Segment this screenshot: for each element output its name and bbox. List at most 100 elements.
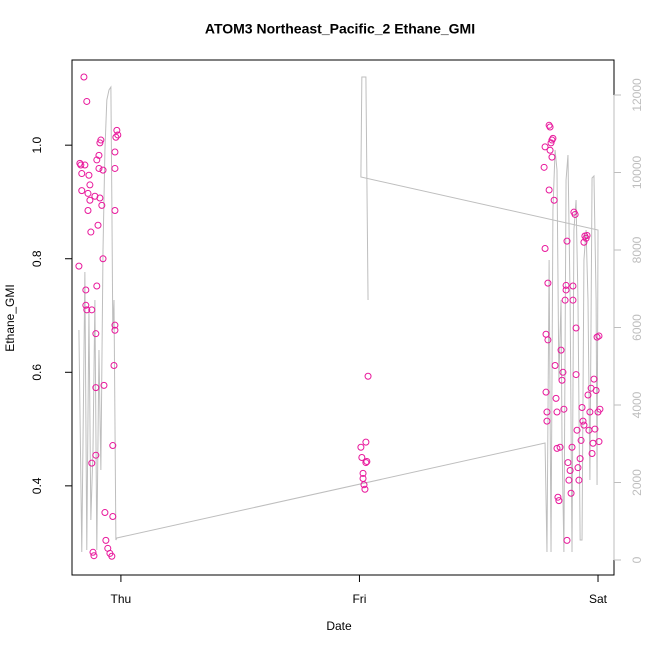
data-point	[589, 439, 597, 447]
data-point	[556, 443, 564, 451]
data-point	[543, 417, 551, 425]
chart-title: ATOM3 Northeast_Pacific_2 Ethane_GMI	[205, 21, 475, 37]
y2-tick-label: 6000	[630, 314, 644, 341]
data-point	[584, 391, 592, 399]
y-axis-label: Ethane_GMI	[3, 284, 17, 351]
y-tick-label: 0.8	[30, 250, 44, 267]
data-point	[357, 443, 365, 451]
data-point	[562, 281, 570, 289]
y-tick-label: 1.0	[30, 137, 44, 154]
data-point	[362, 438, 370, 446]
data-point	[84, 206, 92, 214]
data-point	[88, 459, 96, 467]
data-point	[363, 457, 371, 465]
data-point	[574, 464, 582, 472]
data-point	[360, 481, 368, 489]
data-point	[553, 408, 561, 416]
y2-tick-label: 0	[630, 556, 644, 563]
data-point	[364, 372, 372, 380]
data-point	[99, 166, 107, 174]
data-point	[95, 164, 103, 172]
data-point	[577, 436, 585, 444]
data-point	[563, 237, 571, 245]
data-point	[78, 170, 86, 178]
data-point	[558, 376, 566, 384]
data-point	[92, 330, 100, 338]
data-point	[361, 485, 369, 493]
data-point	[111, 206, 119, 214]
data-point	[575, 476, 583, 484]
data-point	[590, 375, 598, 383]
data-point	[84, 189, 92, 197]
data-point	[546, 123, 554, 131]
data-point	[97, 136, 105, 144]
data-point	[83, 306, 91, 314]
data-line	[78, 76, 599, 553]
data-point	[86, 181, 94, 189]
data-point	[578, 403, 586, 411]
data-point	[579, 417, 587, 425]
data-point	[99, 255, 107, 263]
y2-tick-label: 12000	[630, 78, 644, 112]
data-point	[362, 459, 370, 467]
data-point	[548, 153, 556, 161]
data-point	[551, 361, 559, 369]
data-point	[566, 467, 574, 475]
y2-tick-label: 4000	[630, 391, 644, 418]
x-tick-label: Fri	[352, 592, 366, 606]
data-point	[111, 326, 119, 334]
data-point	[111, 321, 119, 329]
x-tick-label: Thu	[111, 592, 132, 606]
data-point	[553, 444, 561, 452]
data-point	[541, 143, 549, 151]
plot-box	[71, 59, 615, 576]
data-point	[592, 386, 600, 394]
data-point	[85, 171, 93, 179]
data-point	[544, 336, 552, 344]
data-point	[111, 164, 119, 172]
data-point	[563, 536, 571, 544]
data-point	[91, 192, 99, 200]
x-axis-label: Date	[326, 619, 352, 633]
data-point	[111, 148, 119, 156]
data-point	[565, 476, 573, 484]
data-point	[80, 73, 88, 81]
data-point	[110, 361, 118, 369]
data-point	[540, 163, 548, 171]
y2-tick-label: 8000	[630, 236, 644, 263]
data-point	[543, 408, 551, 416]
data-point	[549, 134, 557, 142]
data-point	[77, 161, 85, 169]
data-point	[108, 552, 116, 560]
data-point	[576, 455, 584, 463]
data-point	[580, 421, 588, 429]
data-point	[591, 425, 599, 433]
data-point	[541, 245, 549, 253]
data-point	[550, 196, 558, 204]
data-point	[595, 438, 603, 446]
y2-tick-label: 2000	[630, 469, 644, 496]
data-point	[83, 97, 91, 105]
data-point	[86, 196, 94, 204]
data-point	[114, 131, 122, 139]
data-point	[567, 489, 575, 497]
data-point	[554, 493, 562, 501]
data-point	[573, 426, 581, 434]
y-tick-label: 0.4	[30, 477, 44, 494]
data-point	[78, 187, 86, 195]
data-point	[562, 286, 570, 294]
data-point	[569, 296, 577, 304]
data-point	[583, 231, 591, 239]
data-point	[81, 161, 89, 169]
data-point	[596, 405, 604, 413]
data-point	[552, 394, 560, 402]
data-point	[98, 201, 106, 209]
data-point	[568, 443, 576, 451]
y-tick-label: 0.6	[30, 364, 44, 381]
data-point	[88, 306, 96, 314]
data-point	[572, 371, 580, 379]
data-point	[100, 381, 108, 389]
data-point	[109, 513, 117, 521]
data-point	[82, 301, 90, 309]
